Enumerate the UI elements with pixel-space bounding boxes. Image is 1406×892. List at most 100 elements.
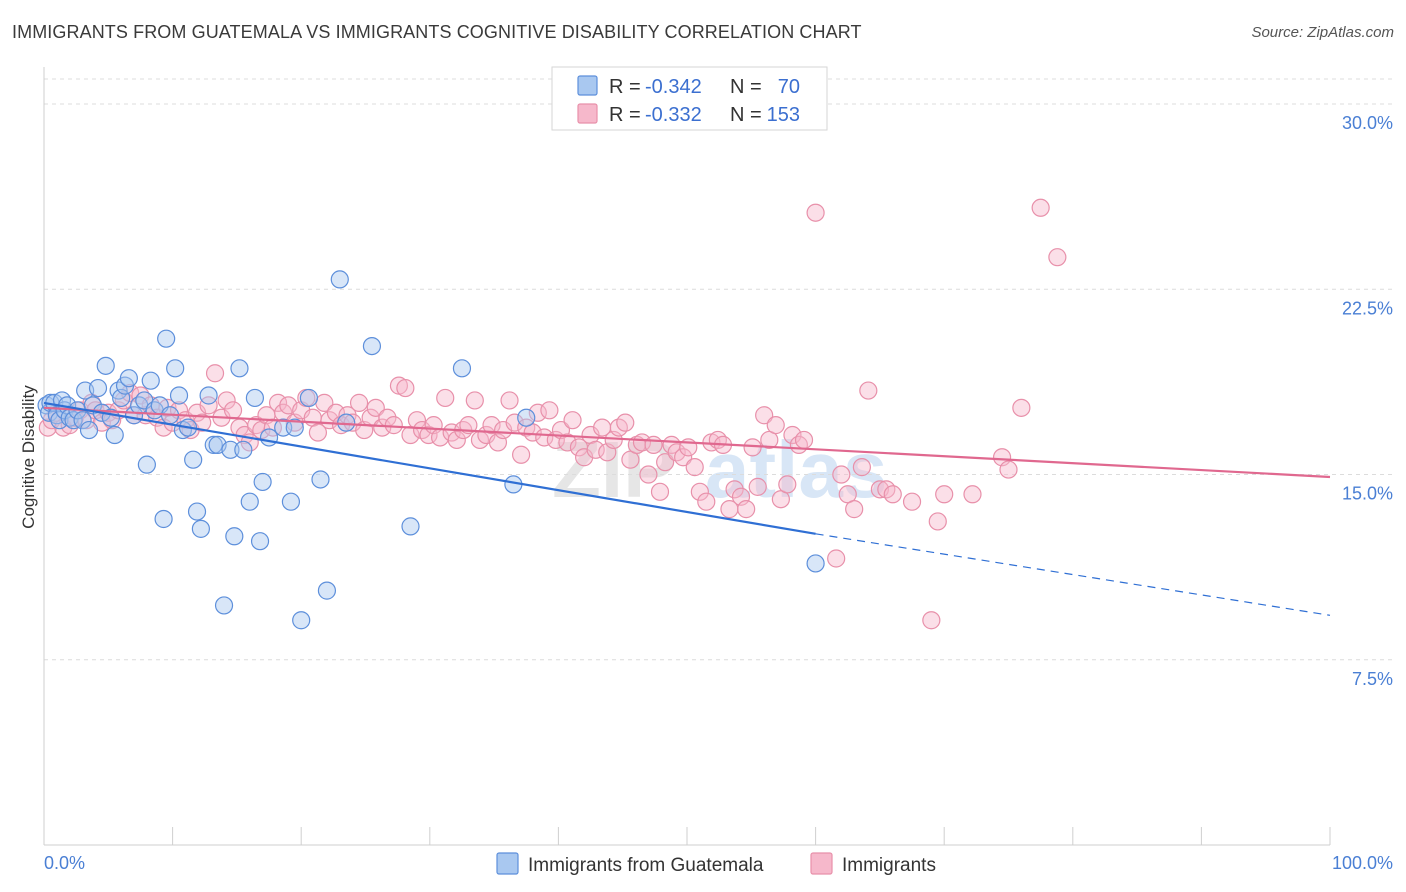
- y-tick-label: 30.0%: [1342, 113, 1393, 133]
- point-immigrants: [558, 433, 577, 452]
- point-immigrants: [465, 391, 484, 410]
- point-guatemala: [204, 435, 223, 454]
- point-guatemala: [317, 581, 337, 600]
- point-immigrants: [644, 435, 663, 454]
- point-immigrants: [308, 423, 328, 442]
- point-immigrants: [1048, 248, 1067, 267]
- point-immigrants: [419, 425, 438, 445]
- x-tick-label-max: 100.0%: [1332, 853, 1393, 873]
- point-guatemala: [452, 359, 472, 378]
- point-immigrants: [766, 416, 785, 435]
- point-guatemala: [337, 413, 356, 432]
- point-guatemala: [517, 408, 536, 427]
- point-immigrants: [528, 403, 547, 422]
- point-guatemala: [96, 356, 115, 375]
- point-guatemala: [311, 470, 330, 489]
- point-immigrants: [922, 611, 941, 630]
- point-immigrants: [928, 512, 947, 531]
- point-immigrants: [199, 396, 218, 415]
- point-guatemala: [199, 386, 218, 405]
- point-immigrants: [685, 458, 704, 477]
- point-guatemala: [299, 388, 319, 408]
- trend-lines: [43, 401, 1331, 616]
- point-immigrants: [883, 485, 902, 504]
- point-guatemala: [806, 554, 825, 573]
- point-guatemala: [157, 329, 176, 348]
- point-immigrants: [748, 477, 767, 496]
- y-tick-label: 7.5%: [1352, 669, 1393, 689]
- point-immigrants: [755, 406, 774, 425]
- y-tick-label: 22.5%: [1342, 298, 1393, 318]
- point-immigrants: [999, 460, 1018, 479]
- point-immigrants: [859, 381, 878, 400]
- point-guatemala: [79, 420, 99, 440]
- point-immigrants: [650, 482, 670, 501]
- x-ticks: [43, 827, 1331, 845]
- trend-extension-guatemala: [815, 533, 1331, 616]
- legend-n-label-immigrants: N =: [730, 104, 762, 126]
- point-guatemala: [230, 359, 249, 378]
- point-immigrants: [832, 465, 851, 484]
- point-immigrants: [674, 448, 693, 467]
- point-immigrants: [512, 445, 531, 464]
- point-immigrants: [505, 413, 524, 432]
- chart-title: IMMIGRANTS FROM GUATEMALA VS IMMIGRANTS …: [12, 22, 862, 42]
- point-immigrants: [535, 428, 554, 447]
- point-immigrants: [563, 411, 582, 430]
- series-legend: Immigrants from Guatemala Immigrants: [496, 852, 936, 876]
- y-tick-label: 15.0%: [1342, 484, 1393, 504]
- point-guatemala: [330, 270, 349, 289]
- point-immigrants: [349, 393, 369, 412]
- point-immigrants: [963, 485, 982, 504]
- point-guatemala: [137, 455, 156, 474]
- point-guatemala: [141, 371, 160, 390]
- point-immigrants: [447, 430, 466, 450]
- bottom-legend-label-guatemala: Immigrants from Guatemala: [528, 855, 764, 876]
- point-immigrants: [852, 458, 871, 477]
- point-guatemala: [250, 532, 270, 551]
- y-tick-labels: 7.5% 15.0% 22.5% 30.0%: [1342, 113, 1393, 689]
- legend-r-value-guatemala: -0.342: [645, 76, 702, 98]
- legend-n-value-guatemala: 70: [778, 76, 800, 98]
- point-guatemala: [225, 527, 244, 546]
- point-immigrants: [778, 475, 797, 494]
- trend-line-immigrants: [43, 406, 1331, 479]
- point-guatemala: [221, 440, 240, 459]
- trend-line-guatemala: [43, 401, 816, 535]
- bottom-legend-swatch-immigrants: [810, 852, 833, 875]
- watermark-atlas: atlas: [705, 425, 887, 514]
- point-immigrants: [366, 398, 385, 417]
- point-immigrants: [500, 391, 519, 410]
- point-immigrants: [384, 416, 403, 435]
- point-immigrants: [690, 482, 709, 501]
- point-immigrants: [1012, 398, 1031, 417]
- bottom-legend-swatch-guatemala: [496, 852, 519, 875]
- point-immigrants: [737, 500, 756, 519]
- point-immigrants: [205, 364, 225, 383]
- series-immigrants-points: [38, 198, 1067, 630]
- point-immigrants: [586, 440, 605, 459]
- point-guatemala: [73, 411, 92, 430]
- point-immigrants: [193, 413, 212, 432]
- point-guatemala: [154, 509, 173, 529]
- point-immigrants: [373, 418, 392, 437]
- legend-n-value-immigrants: 153: [767, 104, 800, 126]
- point-immigrants: [540, 401, 559, 420]
- point-guatemala: [105, 425, 124, 445]
- point-immigrants: [656, 453, 675, 472]
- point-immigrants: [697, 492, 716, 511]
- point-guatemala: [362, 336, 382, 356]
- point-guatemala: [214, 596, 234, 615]
- legend-swatch-guatemala: [577, 75, 598, 96]
- point-guatemala: [281, 492, 301, 511]
- point-immigrants: [935, 485, 954, 504]
- legend-n-label-guatemala: N =: [730, 76, 762, 98]
- point-guatemala: [187, 502, 207, 521]
- point-immigrants: [482, 416, 501, 435]
- point-immigrants: [845, 500, 864, 519]
- point-guatemala: [184, 450, 203, 469]
- bottom-legend-label-immigrants: Immigrants: [842, 855, 936, 876]
- x-tick-label-min: 0.0%: [44, 853, 85, 873]
- point-immigrants: [1031, 198, 1050, 217]
